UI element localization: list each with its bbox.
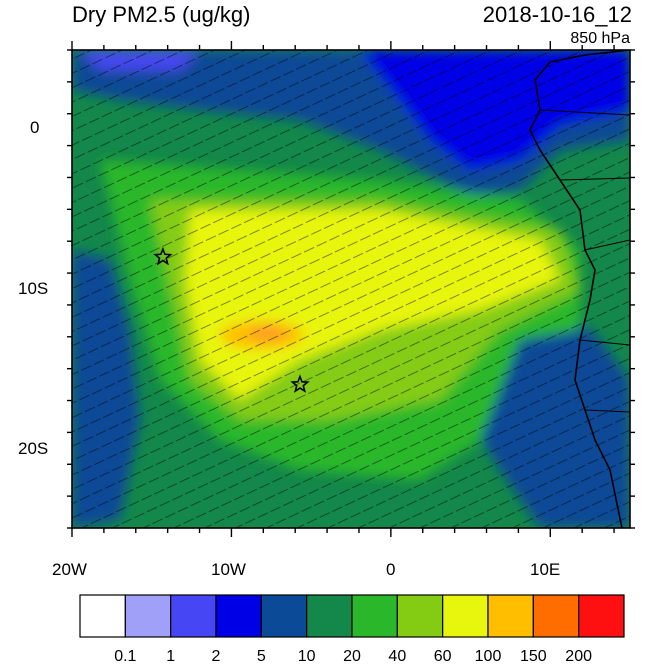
colorbar-label: 60 — [433, 648, 452, 665]
colorbar-label: 10 — [297, 648, 316, 665]
colorbar-swatch — [79, 594, 126, 638]
colorbar-swatch — [396, 594, 444, 638]
colorbar-swatch — [351, 594, 398, 638]
lat-tick-label: 20S — [18, 439, 49, 458]
colorbar-swatch — [532, 594, 580, 638]
colorbar-swatch — [260, 594, 308, 638]
lon-tick-label: 10E — [530, 560, 561, 579]
colorbar-label: 20 — [343, 648, 361, 665]
variable-title: Dry PM2.5 (ug/kg) — [72, 2, 251, 27]
datetime-title: 2018-10-16_12 — [482, 2, 632, 27]
colorbar-swatch — [578, 594, 625, 638]
lat-tick-label: 0 — [30, 118, 40, 137]
lon-tick-label: 20W — [52, 560, 87, 579]
colorbar-label: 1 — [166, 648, 176, 665]
colorbar — [79, 594, 625, 638]
colorbar-label: 0.1 — [114, 648, 137, 665]
station-star-icon — [290, 374, 310, 393]
pm25-field — [72, 50, 630, 528]
colorbar-label: 200 — [565, 648, 593, 665]
colorbar-label: 40 — [388, 648, 407, 665]
colorbar-swatch — [170, 594, 217, 638]
colorbar-swatch — [487, 594, 534, 638]
colorbar-label: 150 — [519, 648, 547, 665]
colorbar-swatch — [124, 594, 172, 638]
pressure-level: 850 hPa — [570, 30, 630, 47]
colorbar-swatch — [215, 594, 262, 638]
colorbar-label: 5 — [256, 648, 266, 665]
lon-tick-label: 0 — [386, 560, 396, 579]
colorbar-swatch — [442, 594, 489, 638]
lat-tick-label: 10S — [18, 279, 49, 298]
colorbar-label: 100 — [474, 648, 502, 665]
map-frame — [67, 41, 635, 537]
lon-tick-label: 10W — [211, 560, 246, 579]
station-markers — [153, 246, 310, 393]
colorbar-swatch — [306, 594, 353, 638]
station-star-icon — [153, 246, 173, 266]
colorbar-label: 2 — [211, 648, 221, 665]
